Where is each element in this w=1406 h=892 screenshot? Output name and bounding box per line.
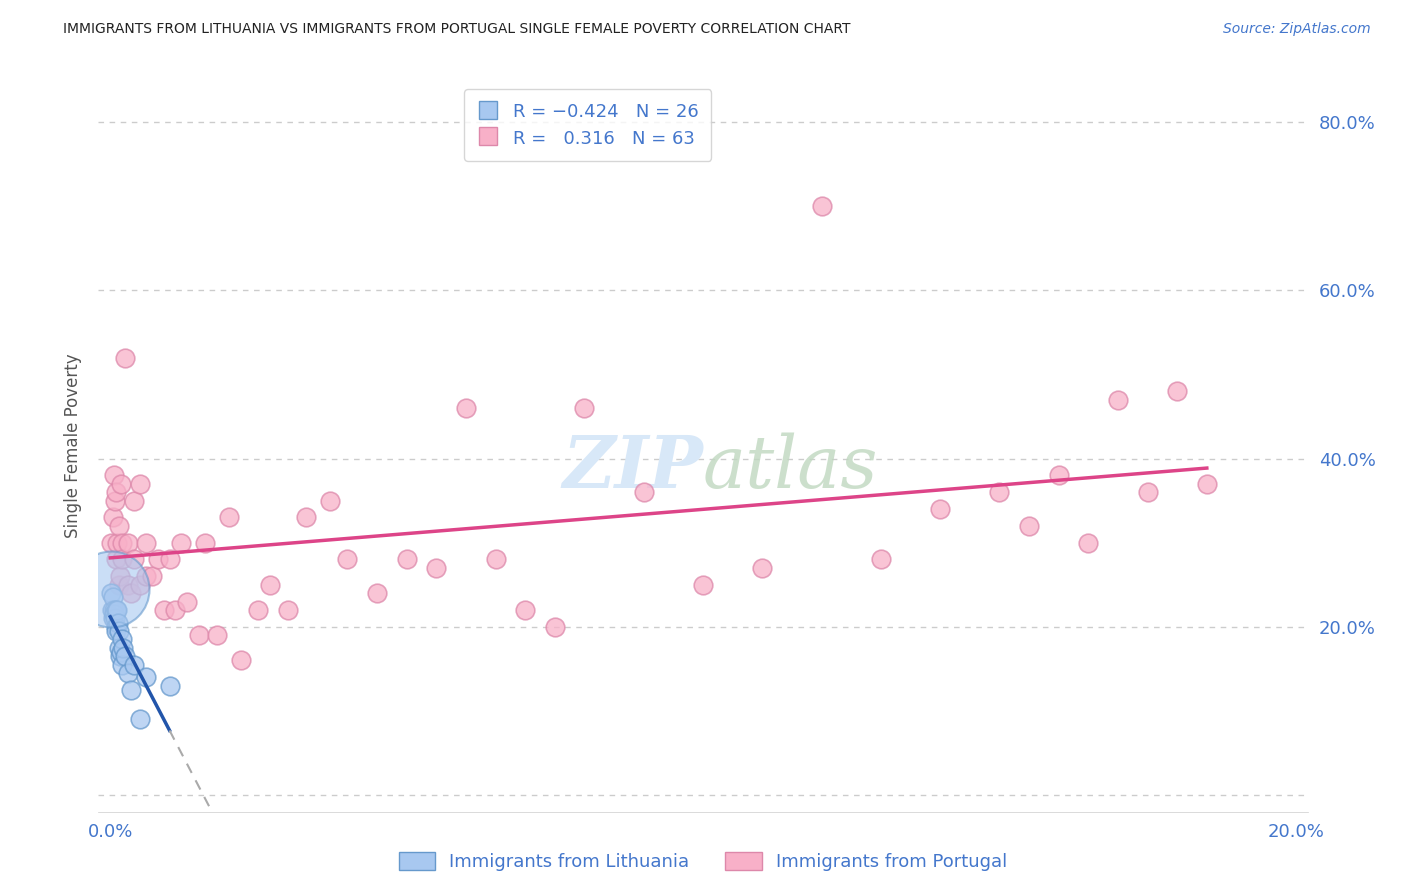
Point — [101, 510, 124, 524]
Point — [129, 712, 152, 726]
Point — [259, 578, 281, 592]
Point — [159, 552, 181, 566]
Point — [100, 582, 122, 596]
Point — [117, 578, 139, 592]
Point — [692, 578, 714, 592]
Point — [146, 552, 169, 566]
Point — [111, 535, 134, 549]
Point — [135, 569, 157, 583]
Text: Source: ZipAtlas.com: Source: ZipAtlas.com — [1223, 22, 1371, 37]
Point — [751, 561, 773, 575]
Point — [105, 485, 128, 500]
Point — [101, 611, 124, 625]
Point — [484, 552, 506, 566]
Text: ZIP: ZIP — [562, 433, 703, 503]
Point — [107, 578, 129, 592]
Point — [152, 603, 174, 617]
Point — [1107, 392, 1129, 407]
Point — [108, 569, 131, 583]
Point — [159, 679, 181, 693]
Point — [1166, 384, 1188, 399]
Point — [1047, 468, 1070, 483]
Point — [105, 603, 128, 617]
Point — [277, 603, 299, 617]
Point — [633, 485, 655, 500]
Point — [114, 351, 136, 365]
Point — [120, 682, 142, 697]
Point — [574, 401, 596, 416]
Point — [425, 561, 447, 575]
Text: IMMIGRANTS FROM LITHUANIA VS IMMIGRANTS FROM PORTUGAL SINGLE FEMALE POVERTY CORR: IMMIGRANTS FROM LITHUANIA VS IMMIGRANTS … — [63, 22, 851, 37]
Point — [988, 485, 1011, 500]
Point — [141, 569, 163, 583]
Point — [544, 620, 567, 634]
Point — [111, 657, 134, 672]
Point — [247, 603, 270, 617]
Point — [929, 502, 952, 516]
Point — [229, 653, 252, 667]
Point — [515, 603, 537, 617]
Point — [103, 603, 125, 617]
Point — [103, 591, 125, 605]
Point — [129, 476, 152, 491]
Point — [114, 649, 136, 664]
Point — [176, 594, 198, 608]
Point — [1195, 476, 1218, 491]
Point — [104, 493, 127, 508]
Point — [108, 519, 131, 533]
Point — [108, 649, 131, 664]
Point — [105, 624, 128, 638]
Point — [135, 670, 157, 684]
Point — [104, 611, 127, 625]
Point — [122, 493, 145, 508]
Point — [105, 535, 128, 549]
Point — [194, 535, 217, 549]
Point — [105, 603, 128, 617]
Point — [111, 552, 134, 566]
Point — [110, 645, 132, 659]
Point — [1018, 519, 1040, 533]
Point — [120, 586, 142, 600]
Point — [110, 476, 132, 491]
Point — [318, 493, 340, 508]
Point — [295, 510, 318, 524]
Point — [101, 603, 124, 617]
Point — [103, 468, 125, 483]
Point — [869, 552, 891, 566]
Point — [122, 657, 145, 672]
Point — [122, 552, 145, 566]
Legend: Immigrants from Lithuania, Immigrants from Portugal: Immigrants from Lithuania, Immigrants fr… — [391, 845, 1015, 879]
Point — [205, 628, 228, 642]
Point — [108, 640, 131, 655]
Point — [1136, 485, 1159, 500]
Point — [105, 552, 128, 566]
Point — [111, 632, 134, 647]
Point — [454, 401, 477, 416]
Point — [100, 586, 122, 600]
Point — [103, 607, 125, 622]
Point — [100, 535, 122, 549]
Point — [218, 510, 240, 524]
Point — [170, 535, 193, 549]
Point — [135, 535, 157, 549]
Point — [117, 535, 139, 549]
Point — [188, 628, 211, 642]
Legend: R = −0.424   N = 26, R =   0.316   N = 63: R = −0.424 N = 26, R = 0.316 N = 63 — [464, 89, 711, 161]
Point — [107, 615, 129, 630]
Y-axis label: Single Female Poverty: Single Female Poverty — [65, 354, 83, 538]
Text: atlas: atlas — [703, 433, 879, 503]
Point — [810, 199, 832, 213]
Point — [104, 620, 127, 634]
Point — [1077, 535, 1099, 549]
Point — [112, 640, 135, 655]
Point — [336, 552, 359, 566]
Point — [165, 603, 187, 617]
Point — [107, 624, 129, 638]
Point — [117, 665, 139, 680]
Point — [395, 552, 418, 566]
Point — [129, 578, 152, 592]
Point — [366, 586, 388, 600]
